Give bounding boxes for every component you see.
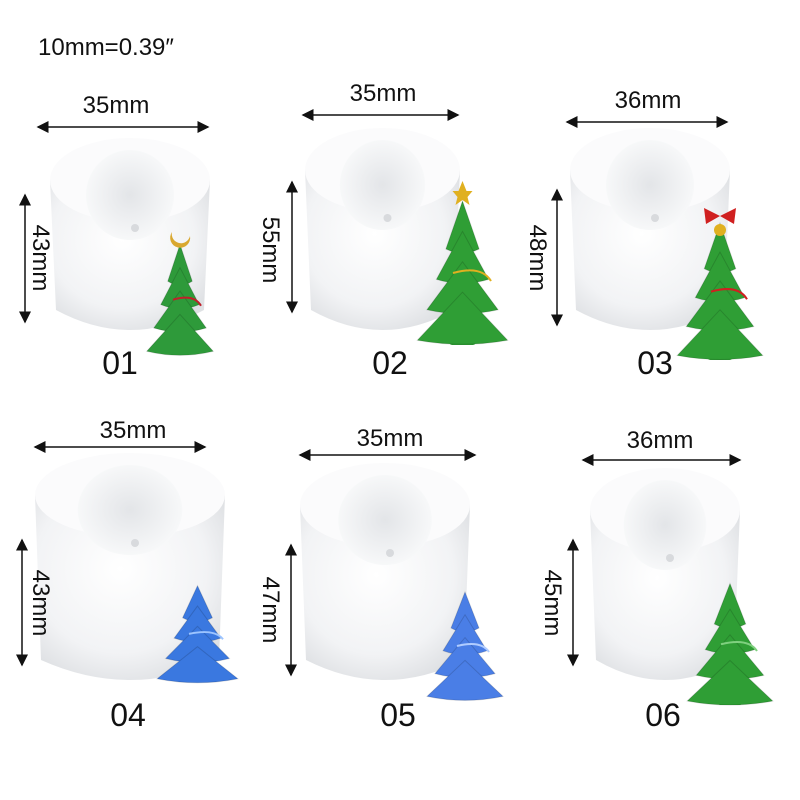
- item-number-01: 01: [102, 345, 138, 381]
- width-label-03: 36mm: [614, 87, 682, 114]
- product-03: [551, 116, 764, 360]
- christmas-tree-figurine: [686, 582, 774, 706]
- width-label-02: 35mm: [349, 80, 417, 107]
- silicone-mold-body: [590, 510, 740, 680]
- mold-cavity: [77, 465, 183, 555]
- width-label-01: 35mm: [82, 92, 150, 119]
- product-04: [16, 441, 240, 684]
- christmas-tree-figurine: [676, 208, 764, 360]
- tree-garland: [720, 641, 758, 652]
- width-label-05: 35mm: [356, 425, 424, 452]
- mold-hole: [383, 214, 392, 222]
- tree-tier: [686, 659, 774, 706]
- bow-topper-icon: [704, 208, 736, 224]
- christmas-tree-figurine: [425, 590, 505, 701]
- tree-garland: [172, 296, 202, 307]
- mold-hole: [651, 214, 659, 222]
- tree-garland: [188, 631, 224, 640]
- height-label-02: 55mm: [257, 216, 284, 284]
- tree-tier: [155, 646, 240, 684]
- mold-hole: [386, 549, 394, 557]
- product-01: [19, 121, 215, 356]
- mold-cavity: [338, 475, 432, 565]
- christmas-tree-figurine: [416, 181, 509, 345]
- bell-icon: [714, 224, 726, 236]
- mold-hole: [666, 554, 674, 562]
- tree-tier: [425, 659, 505, 701]
- width-label-04: 35mm: [99, 417, 167, 444]
- mold-cavity: [86, 150, 174, 240]
- tree-tier: [416, 291, 509, 345]
- tree-tier: [145, 313, 215, 356]
- item-number-03: 03: [637, 345, 673, 381]
- mold-hole: [131, 224, 139, 232]
- tree-garland: [452, 269, 492, 282]
- item-number-02: 02: [372, 345, 408, 381]
- christmas-tree-figurine: [145, 232, 215, 356]
- tree-garland: [456, 643, 490, 653]
- mold-cavity: [606, 140, 694, 230]
- mold-cavity: [339, 140, 426, 230]
- item-number-06: 06: [645, 697, 681, 733]
- scale-note: 10mm=0.39″: [38, 34, 174, 61]
- mold-cavity: [623, 480, 707, 570]
- tree-tier: [676, 309, 764, 360]
- star-topper-icon: [452, 181, 473, 205]
- product-02: [286, 109, 509, 345]
- height-label-06: 45mm: [539, 569, 566, 637]
- mold-hole: [131, 539, 139, 547]
- height-label-01: 43mm: [27, 224, 54, 292]
- item-number-05: 05: [380, 697, 416, 733]
- silicone-mold-body: [570, 170, 730, 330]
- tree-garland: [710, 288, 748, 300]
- product-05: [285, 449, 505, 701]
- product-06: [567, 454, 774, 706]
- moon-topper-icon: [170, 232, 191, 248]
- height-label-04: 43mm: [27, 569, 54, 637]
- height-label-05: 47mm: [257, 576, 284, 644]
- item-number-04: 04: [110, 697, 146, 733]
- width-label-06: 36mm: [626, 427, 694, 454]
- silicone-mold-body: [305, 170, 460, 330]
- height-label-03: 48mm: [524, 224, 551, 292]
- silicone-mold-body: [300, 505, 470, 680]
- christmas-tree-figurine: [155, 584, 240, 684]
